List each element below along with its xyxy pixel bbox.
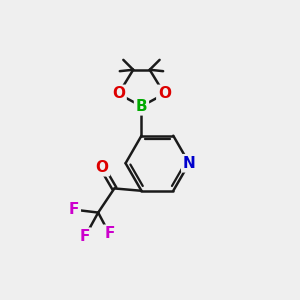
Text: F: F: [104, 226, 115, 241]
Text: N: N: [183, 156, 196, 171]
Text: O: O: [112, 86, 125, 101]
Text: O: O: [158, 86, 171, 101]
Text: F: F: [69, 202, 79, 217]
Text: O: O: [95, 160, 109, 175]
Text: B: B: [136, 99, 147, 114]
Text: F: F: [80, 229, 90, 244]
